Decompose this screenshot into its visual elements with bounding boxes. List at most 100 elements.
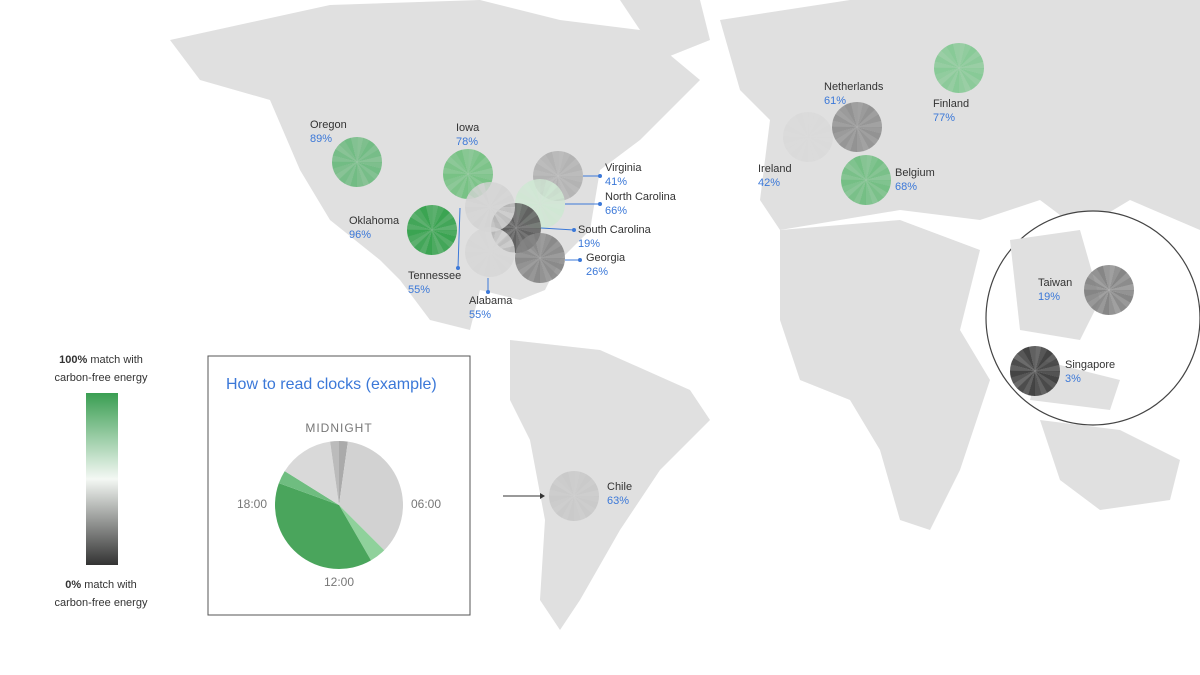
clock-wedge xyxy=(335,144,357,162)
clock-wedge xyxy=(490,207,515,220)
clock-wedge xyxy=(856,127,864,153)
clock-wedge xyxy=(549,496,574,509)
clock-wedge xyxy=(844,180,866,198)
location-value: 68% xyxy=(895,181,917,193)
clock-wedge xyxy=(551,151,559,176)
clock-wedge xyxy=(450,152,468,174)
clock-wedge xyxy=(558,151,565,176)
clock-wedge xyxy=(952,68,959,93)
clock-wedge xyxy=(477,207,490,232)
legend-bottom-text: match with xyxy=(84,579,137,591)
clock-wedge xyxy=(801,112,809,137)
clock-wedge xyxy=(522,182,540,204)
clock-wedge xyxy=(853,180,866,205)
clock-wedge xyxy=(866,180,879,205)
clock-wedge xyxy=(540,186,562,204)
clock-wedge xyxy=(344,162,357,187)
location-name: Oklahoma xyxy=(349,215,400,227)
clock-wedge xyxy=(1035,346,1048,371)
clock-wedge xyxy=(558,176,580,194)
clock-wedge xyxy=(490,189,512,207)
clock-wedge xyxy=(808,137,833,144)
clock-wedge xyxy=(357,162,379,180)
example-wedge xyxy=(339,441,403,551)
clock-wedge xyxy=(558,151,571,176)
clock-wedge xyxy=(357,162,375,184)
clock-wedge xyxy=(959,68,981,86)
clock-wedge xyxy=(540,258,565,265)
clock-wedge xyxy=(1022,371,1035,396)
clock-wedge xyxy=(490,200,515,208)
clock-wedge xyxy=(857,127,879,145)
clock-wedge xyxy=(1109,290,1134,303)
clock-wedge xyxy=(540,258,553,283)
clock-wedge xyxy=(472,252,490,274)
clock-wedge xyxy=(857,102,870,127)
clock-wedge xyxy=(468,149,475,174)
clock-wedge xyxy=(841,179,866,187)
clock-wedge xyxy=(866,158,884,180)
clock-wedge xyxy=(490,207,503,232)
clock-wedge xyxy=(1109,268,1127,290)
clock-wedge xyxy=(1035,349,1053,371)
clock-wedge xyxy=(442,173,468,181)
clock-wedge xyxy=(483,207,490,232)
clock-wedge xyxy=(959,61,984,69)
clock-wedge xyxy=(866,155,879,180)
clock-wedge xyxy=(432,208,450,230)
clock-wedge xyxy=(807,137,815,163)
clock-wedge xyxy=(1035,358,1060,371)
clock-wedge xyxy=(468,234,490,252)
clock-wedge xyxy=(540,154,558,176)
clock-wedge xyxy=(1013,353,1035,371)
clock-wedge xyxy=(848,180,866,202)
connector xyxy=(540,227,575,231)
clock-wedge xyxy=(866,180,891,193)
clock-wedge xyxy=(414,208,432,230)
clock-wedge xyxy=(419,230,432,255)
location-name: Belgium xyxy=(895,167,935,179)
clock-wedge xyxy=(350,136,358,162)
clock-wedge xyxy=(490,207,508,229)
clock-wedge xyxy=(461,148,469,174)
clock-wedge xyxy=(1109,290,1122,315)
clock-wedge xyxy=(937,50,959,68)
labels: Oregon 89% Iowa 78% Oklahoma 96% Virginia 41% No… xyxy=(310,81,1115,507)
clock-wedge xyxy=(339,162,357,184)
clock-wedge xyxy=(1109,290,1127,312)
clock-wedge xyxy=(540,204,562,222)
location-name: Tennessee xyxy=(408,270,461,282)
clock-wedge xyxy=(786,119,808,137)
location-value: 19% xyxy=(578,238,600,250)
clock-wedge xyxy=(533,179,541,204)
clock-wedge xyxy=(432,217,457,230)
clock-wedge xyxy=(808,124,833,137)
clock-wedge xyxy=(558,176,583,183)
clock-wedge xyxy=(1010,371,1035,384)
clock-wedge xyxy=(465,194,490,207)
clock-wedge xyxy=(344,137,357,162)
clock-wedge xyxy=(573,496,581,521)
clock-wedge xyxy=(540,258,562,276)
clock-wedge xyxy=(515,245,540,258)
clock-wedge xyxy=(516,206,534,228)
clock-wedge xyxy=(350,162,357,187)
clock-wedge xyxy=(540,191,565,204)
clock-wedge xyxy=(853,155,866,180)
clock-wedge xyxy=(549,483,574,496)
clock-wedge xyxy=(332,155,357,162)
clock-wedge xyxy=(468,252,490,270)
clock-wedge xyxy=(540,251,565,259)
clock-wedge xyxy=(832,126,857,134)
clock-wedge xyxy=(540,204,553,229)
clock-wedge xyxy=(1096,290,1109,315)
clock-wedge xyxy=(1017,371,1035,393)
clock-wedge xyxy=(443,167,468,174)
example-wedge xyxy=(339,441,348,505)
location-name: North Carolina xyxy=(605,191,677,203)
clock-wedge xyxy=(844,162,866,180)
clock-wedge xyxy=(937,68,959,86)
clock-wedge xyxy=(516,228,541,235)
clock-wedge xyxy=(540,233,547,258)
clock-wedge xyxy=(574,496,596,514)
